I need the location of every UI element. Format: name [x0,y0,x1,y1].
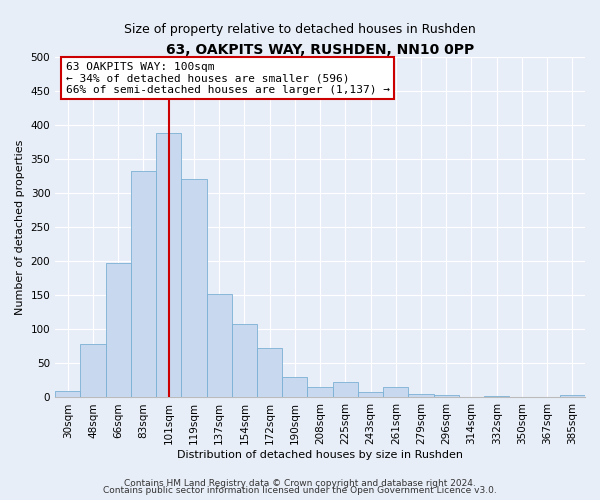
Text: 63 OAKPITS WAY: 100sqm
← 34% of detached houses are smaller (596)
66% of semi-de: 63 OAKPITS WAY: 100sqm ← 34% of detached… [66,62,390,95]
Y-axis label: Number of detached properties: Number of detached properties [15,140,25,314]
Bar [232,324,257,398]
Bar [358,392,383,398]
Bar [206,294,232,398]
Bar [383,387,409,398]
Bar [181,179,206,398]
Text: Contains public sector information licensed under the Open Government Licence v3: Contains public sector information licen… [103,486,497,495]
Bar [55,390,80,398]
X-axis label: Distribution of detached houses by size in Rushden: Distribution of detached houses by size … [177,450,463,460]
Bar [332,382,358,398]
Bar [80,344,106,398]
Bar [434,394,459,398]
Bar [484,396,509,398]
Bar [282,377,307,398]
Bar [560,396,585,398]
Title: 63, OAKPITS WAY, RUSHDEN, NN10 0PP: 63, OAKPITS WAY, RUSHDEN, NN10 0PP [166,42,474,56]
Bar [409,394,434,398]
Bar [257,348,282,398]
Bar [156,133,181,398]
Text: Contains HM Land Registry data © Crown copyright and database right 2024.: Contains HM Land Registry data © Crown c… [124,478,476,488]
Bar [131,171,156,398]
Bar [106,263,131,398]
Text: Size of property relative to detached houses in Rushden: Size of property relative to detached ho… [124,22,476,36]
Bar [307,387,332,398]
